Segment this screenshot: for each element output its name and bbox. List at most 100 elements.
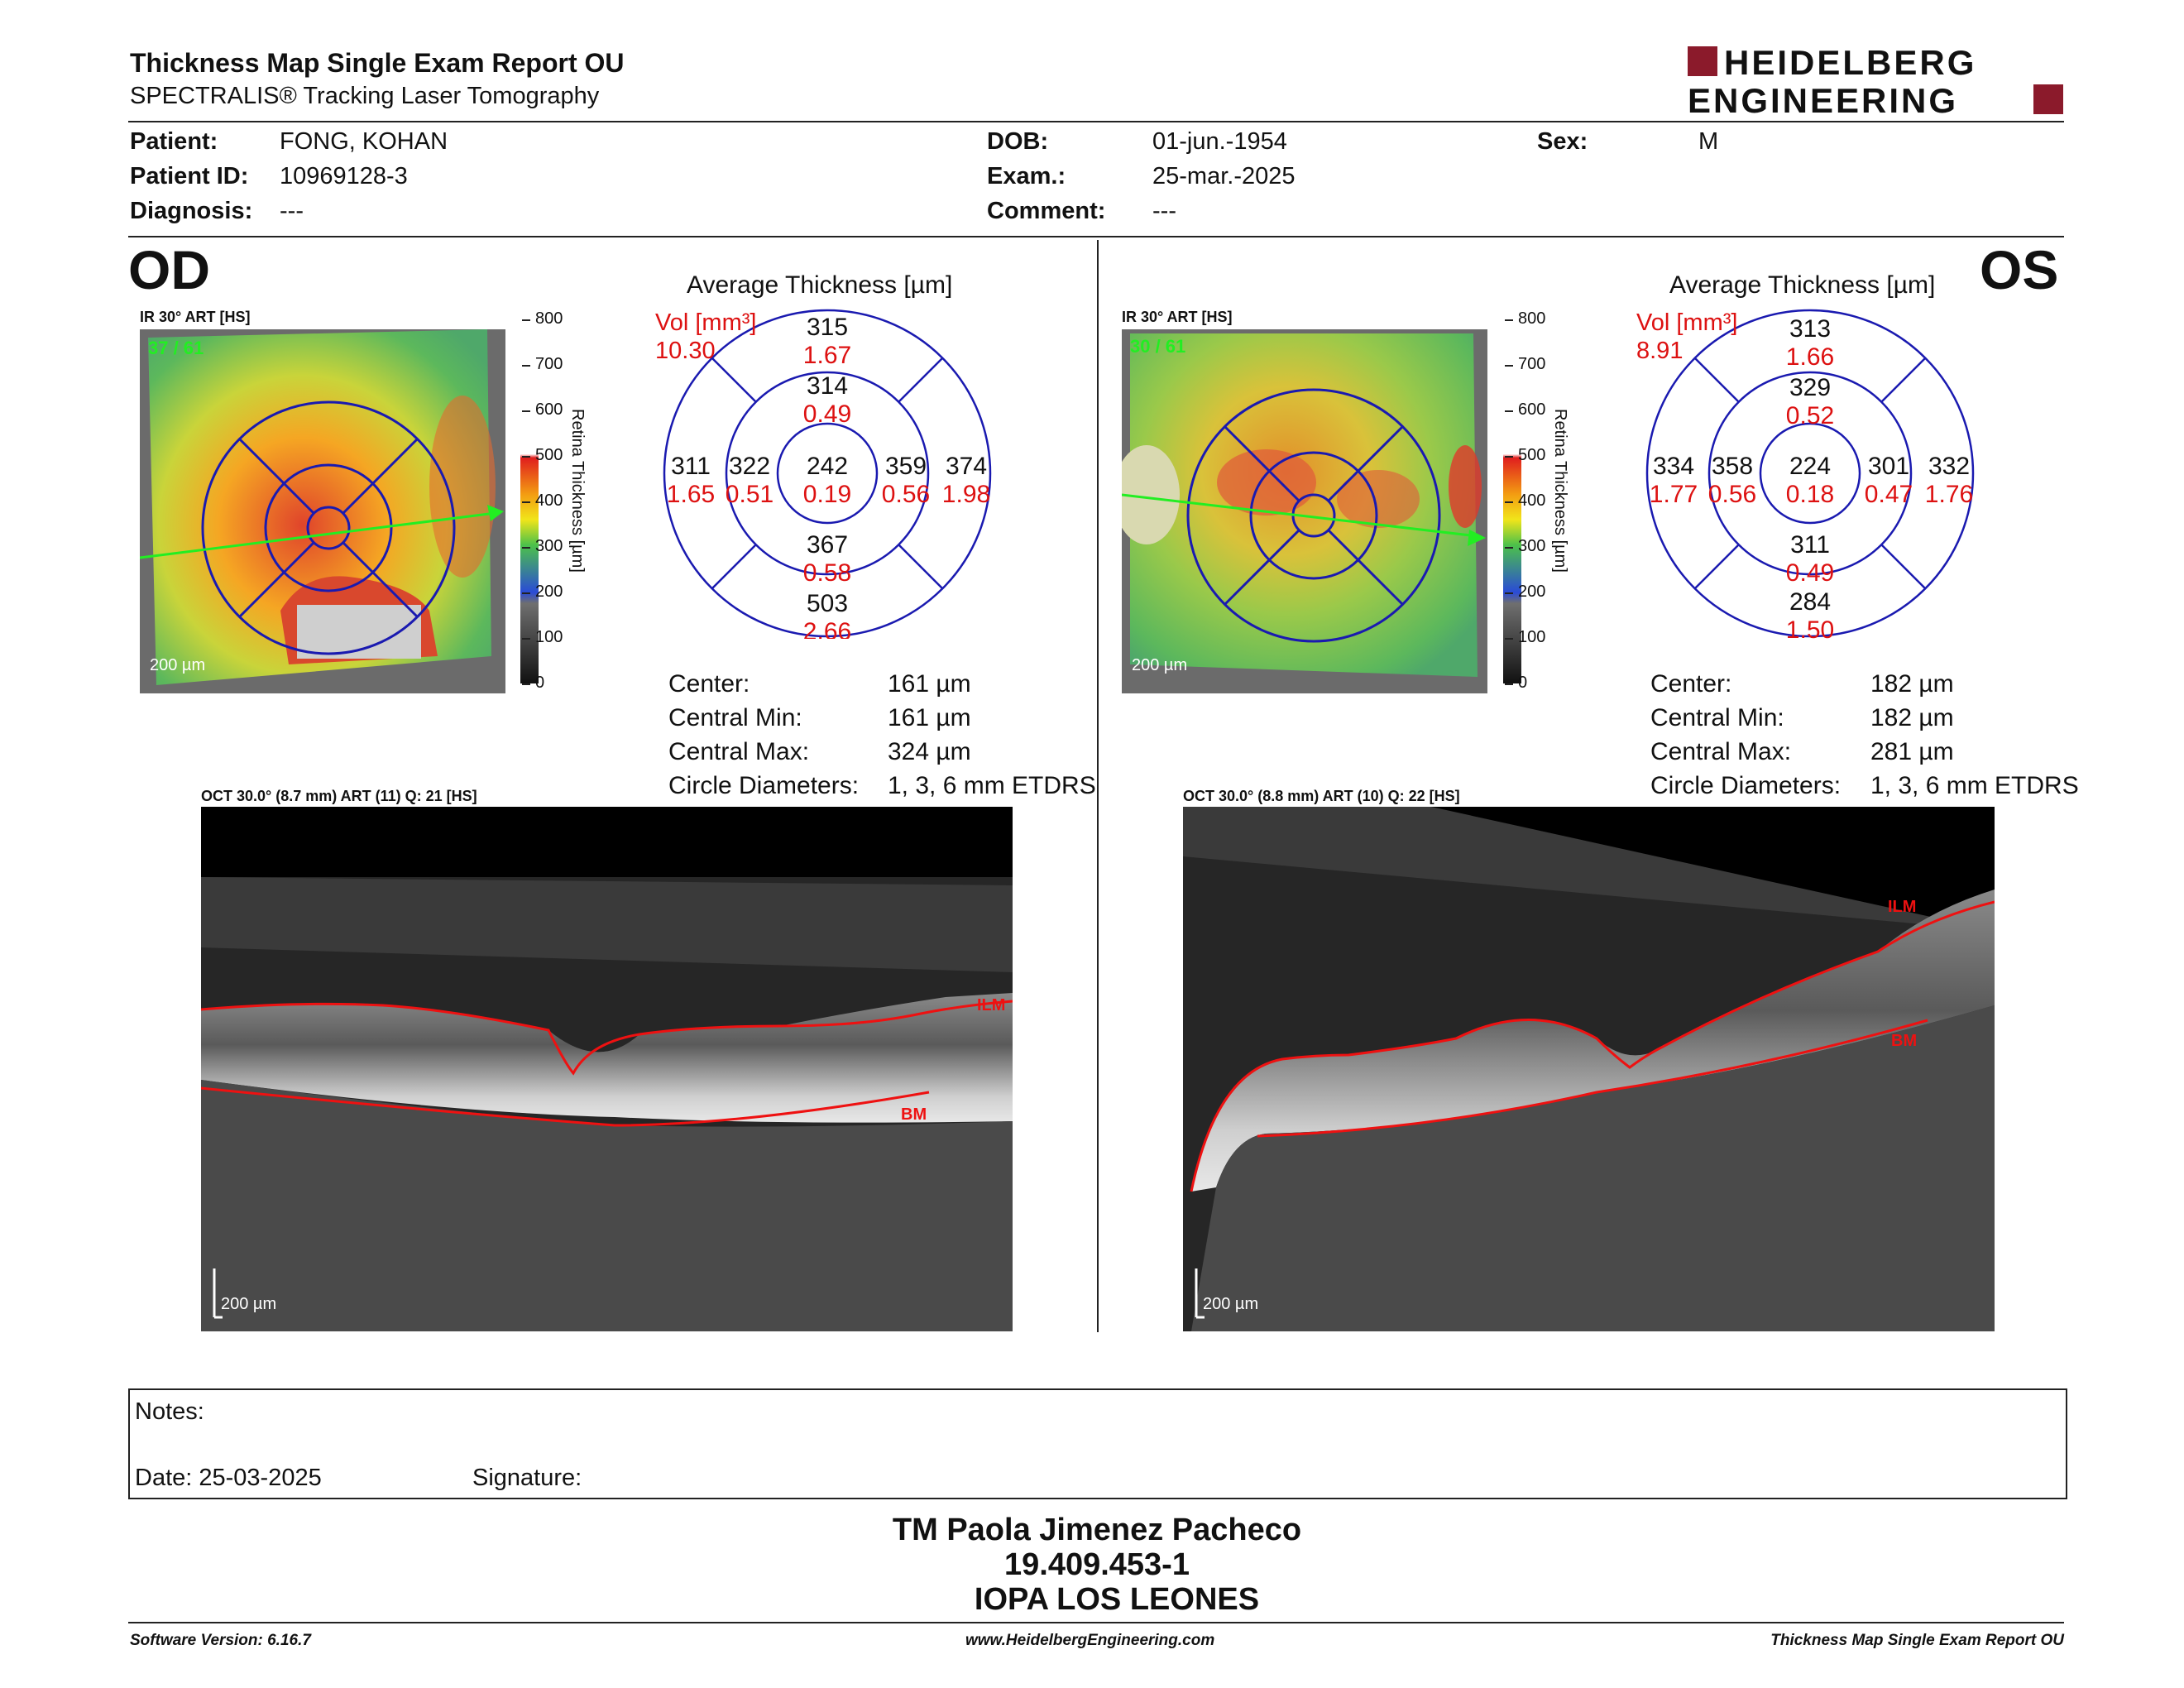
- colorbar-tick-label: 800: [1518, 309, 1546, 328]
- od-center-thk: 242: [807, 453, 848, 480]
- report-subtitle: SPECTRALIS® Tracking Laser Tomography: [130, 83, 600, 109]
- od-stat-value: 161 µm: [888, 704, 971, 731]
- od-outer-sup-vol: 1.67: [803, 342, 851, 369]
- od-inner-sup-thk: 314: [807, 372, 848, 400]
- os-outer-temp-vol: 1.77: [1650, 481, 1698, 508]
- od-inner-nas-vol: 0.56: [882, 481, 930, 508]
- colorbar-tick-label: 800: [535, 309, 563, 328]
- os-stat-label: Central Min:: [1650, 704, 1784, 731]
- diagnosis-label: Diagnosis:: [130, 198, 253, 224]
- os-outer-sup-thk: 313: [1789, 315, 1831, 343]
- heidelberg-logo: HEIDELBERG ENGINEERING: [1688, 43, 2063, 117]
- os-oct-bscan: ILM BM 200 µm: [1183, 807, 1995, 1331]
- os-stat-label: Circle Diameters:: [1650, 772, 1842, 799]
- os-oct-title: OCT 30.0° (8.8 mm) ART (10) Q: 22 [HS]: [1183, 788, 1460, 804]
- colorbar-tick-mark: [1505, 547, 1513, 549]
- colorbar-tick-mark: [1505, 592, 1513, 594]
- notes-label: Notes:: [135, 1398, 204, 1425]
- colorbar-tick-mark: [522, 683, 530, 685]
- os-inner-inf-vol: 0.49: [1786, 559, 1834, 587]
- os-inner-temp-thk: 358: [1712, 453, 1753, 480]
- os-etdrs-grid: 313 1.66 329 0.52 334 1.77 358 0.56 224 …: [1645, 309, 1975, 639]
- colorbar-tick-label: 300: [535, 537, 563, 555]
- os-scale-bar: 200 µm: [1132, 656, 1188, 674]
- od-outer-sup-thk: 315: [807, 314, 848, 341]
- os-inner-temp-vol: 0.56: [1708, 481, 1756, 508]
- colorbar-tick-mark: [1505, 319, 1513, 321]
- os-vol-total: 8.91: [1636, 338, 1684, 364]
- colorbar-tick-mark: [522, 456, 530, 458]
- patient-label: Patient:: [130, 128, 218, 155]
- svg-text:ILM: ILM: [1888, 898, 1916, 916]
- colorbar-tick-mark: [1505, 365, 1513, 367]
- colorbar-tick-label: 400: [1518, 492, 1546, 510]
- eye-divider: [1097, 240, 1099, 1332]
- os-thickness-map: 30 / 61 200 µm: [1122, 329, 1487, 693]
- colorbar-tick-mark: [522, 410, 530, 412]
- info-divider: [128, 236, 2064, 237]
- svg-text:BM: BM: [1891, 1032, 1917, 1050]
- svg-text:HEIDELBERG: HEIDELBERG: [1724, 43, 1976, 82]
- os-outer-nas-vol: 1.76: [1925, 481, 1973, 508]
- colorbar-tick-label: 100: [535, 628, 563, 646]
- os-center-thk: 224: [1789, 453, 1831, 480]
- os-stat-value: 182 µm: [1870, 704, 1954, 731]
- patient-name: FONG, KOHAN: [280, 128, 448, 155]
- od-inner-sup-vol: 0.49: [803, 400, 851, 428]
- od-outer-nas-thk: 374: [946, 453, 987, 480]
- footer-report-name: Thickness Map Single Exam Report OU: [1770, 1632, 2064, 1649]
- colorbar-tick-label: 700: [535, 355, 563, 373]
- colorbar-tick-label: 500: [535, 446, 563, 464]
- os-colorbar-label: Retina Thickness [µm]: [1551, 409, 1569, 573]
- colorbar-tick-mark: [522, 638, 530, 640]
- od-inner-nas-thk: 359: [885, 453, 927, 480]
- website-link[interactable]: www.HeidelbergEngineering.com: [965, 1632, 1215, 1649]
- colorbar-tick-label: 300: [1518, 537, 1546, 555]
- colorbar-tick-label: 500: [1518, 446, 1546, 464]
- os-outer-inf-vol: 1.50: [1786, 616, 1834, 639]
- os-inner-nas-thk: 301: [1868, 453, 1909, 480]
- header-divider: [128, 121, 2064, 122]
- patient-id: 10969128-3: [280, 163, 408, 189]
- exam-label: Exam.:: [987, 163, 1066, 189]
- os-label: OS: [1980, 239, 2059, 300]
- colorbar-tick-mark: [522, 547, 530, 549]
- od-thickness-map: 37 / 61 200 µm: [140, 329, 505, 693]
- od-inner-temp-thk: 322: [729, 453, 770, 480]
- sex-label: Sex:: [1537, 128, 1588, 155]
- od-label: OD: [128, 239, 210, 300]
- svg-text:30 / 61: 30 / 61: [1130, 336, 1185, 357]
- os-inner-nas-vol: 0.47: [1865, 481, 1913, 508]
- colorbar-tick-mark: [1505, 638, 1513, 640]
- od-vol-total: 10.30: [655, 338, 716, 364]
- od-oct-scale-bar: 200 µm: [221, 1295, 277, 1313]
- os-ir-title: IR 30° ART [HS]: [1122, 309, 1233, 325]
- od-colorbar-label: Retina Thickness [µm]: [568, 409, 587, 573]
- colorbar-tick-mark: [522, 592, 530, 594]
- colorbar-tick-mark: [522, 319, 530, 321]
- os-inner-sup-thk: 329: [1789, 374, 1831, 401]
- colorbar-tick-label: 0: [535, 674, 545, 692]
- notes-box[interactable]: Notes: Date: 25-03-2025 Signature:: [128, 1388, 2067, 1499]
- os-stat-label: Central Max:: [1650, 738, 1792, 765]
- colorbar-tick-mark: [1505, 683, 1513, 685]
- colorbar-tick-mark: [522, 501, 530, 503]
- svg-text:BM: BM: [901, 1105, 927, 1124]
- od-stat-label: Central Max:: [668, 738, 810, 765]
- os-stat-value: 1, 3, 6 mm ETDRS: [1870, 772, 2079, 799]
- colorbar-tick-label: 200: [535, 583, 563, 601]
- colorbar-tick-label: 600: [1518, 400, 1546, 419]
- colorbar-tick-mark: [1505, 410, 1513, 412]
- colorbar-tick-label: 400: [535, 492, 563, 510]
- od-outer-temp-thk: 311: [671, 453, 711, 480]
- svg-text:ILM: ILM: [977, 996, 1005, 1014]
- od-stat-value: 161 µm: [888, 670, 971, 698]
- os-outer-temp-thk: 334: [1653, 453, 1694, 480]
- od-inner-inf-thk: 367: [807, 531, 848, 559]
- od-stat-label: Center:: [668, 670, 750, 698]
- colorbar-tick-label: 100: [1518, 628, 1546, 646]
- colorbar-tick-label: 0: [1518, 674, 1528, 692]
- patient-id-label: Patient ID:: [130, 163, 249, 189]
- os-outer-nas-thk: 332: [1928, 453, 1970, 480]
- institution-name: IOPA LOS LEONES: [974, 1582, 1260, 1617]
